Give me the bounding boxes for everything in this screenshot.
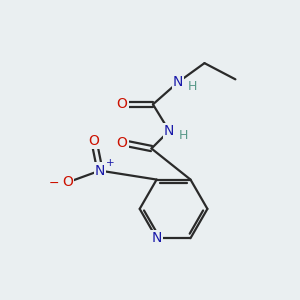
Text: −: − [49, 177, 59, 190]
Text: O: O [117, 98, 128, 111]
Text: N: N [95, 164, 105, 178]
Text: N: N [152, 231, 162, 245]
Text: N: N [164, 124, 174, 138]
Text: O: O [117, 136, 128, 150]
Text: N: N [173, 75, 183, 89]
Text: O: O [62, 176, 73, 189]
Text: H: H [188, 80, 197, 93]
Text: O: O [88, 134, 100, 148]
Text: +: + [106, 158, 115, 168]
Text: H: H [178, 129, 188, 142]
